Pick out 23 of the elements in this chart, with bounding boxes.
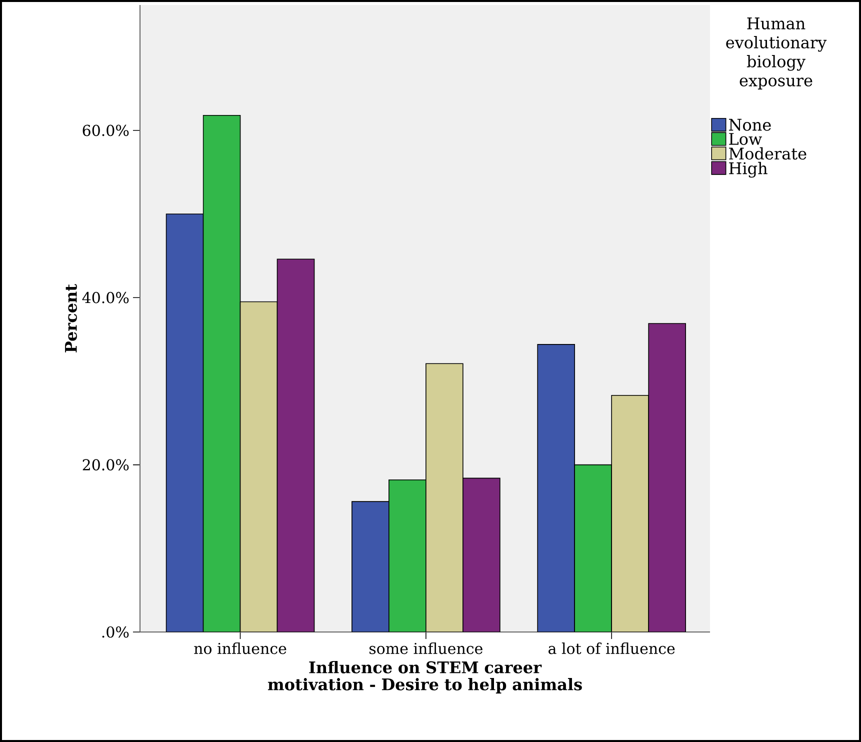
y-axis-title: Percent [65,284,77,352]
bar [166,214,204,632]
legend-label: Low [729,133,762,145]
bar [426,363,464,632]
x-axis-title: Influence on STEM career motivation - Desire to help animals [268,661,582,694]
x-tick-label: some influence [370,642,482,654]
y-tick-label: 60.0% [82,124,129,136]
y-tick-label: .0% [102,626,129,638]
legend-title: Human evolutionary biology exposure [726,18,827,90]
x-tick-label: a lot of influence [548,642,675,654]
legend-label: High [729,162,768,178]
bar [462,478,500,632]
legend-label: None [729,118,771,131]
bar [240,301,278,632]
bar [611,395,650,632]
bar [276,258,315,632]
bar [648,323,686,632]
y-tick-label: 40.0% [82,292,129,304]
x-tick-label: no influence [194,642,286,654]
y-tick-label: 20.0% [82,459,129,470]
bar [537,344,575,632]
bar [352,501,390,632]
legend-label: Moderate [729,147,806,160]
